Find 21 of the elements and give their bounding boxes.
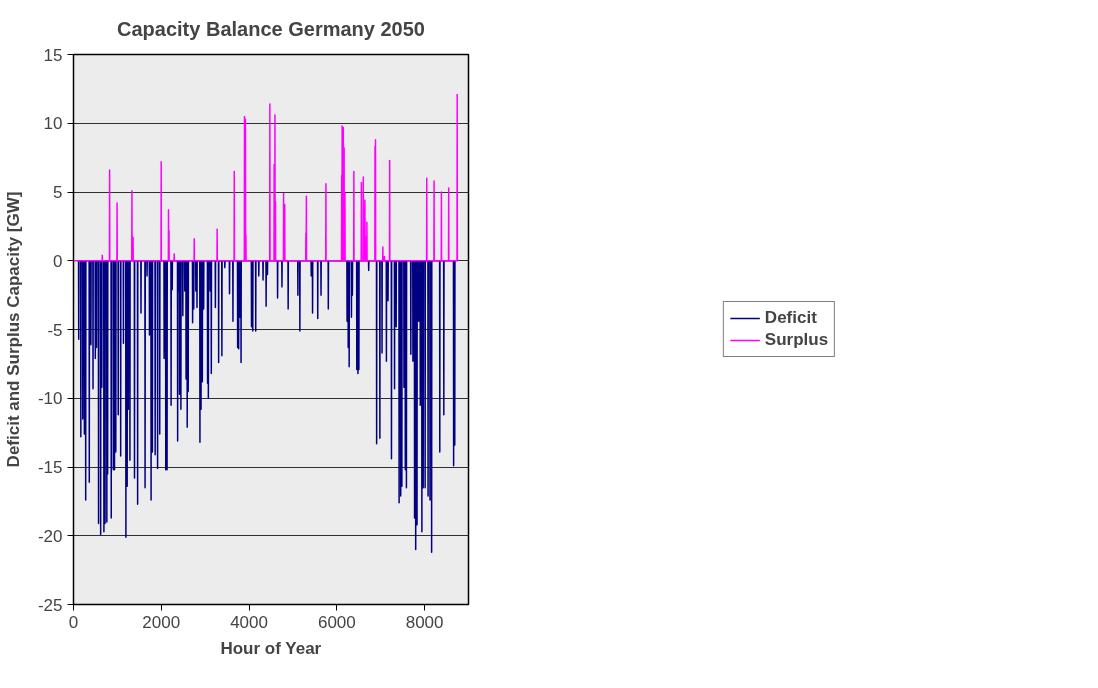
y-tick-label: -10: [37, 389, 63, 409]
y-tick-label: -20: [37, 526, 63, 546]
y-tick-label: -15: [37, 458, 63, 477]
y-tick-label: 10: [43, 114, 63, 134]
x-tick-label: 6000: [317, 612, 356, 632]
legend-label: Deficit: [764, 308, 817, 328]
x-tick-label: 8000: [405, 612, 444, 632]
y-tick-label: -25: [37, 595, 63, 615]
y-tick-label: 0: [53, 251, 63, 271]
x-tick-label: 4000: [230, 612, 268, 632]
y-tick-label: 15: [43, 45, 63, 65]
y-axis-title: Deficit and Surplus Capacity [GW]: [3, 191, 23, 468]
x-axis-title: Hour of Year: [220, 638, 322, 658]
line-series: [73, 93, 459, 262]
y-tick-label: 5: [53, 183, 63, 202]
x-tick-label: 0: [68, 612, 79, 632]
x-tick-label: 2000: [142, 612, 181, 632]
y-tick-label: -5: [47, 320, 63, 340]
chart-title: Capacity Balance Germany 2050: [117, 17, 425, 40]
legend-label: Surplus: [764, 330, 829, 350]
line-series: [77, 260, 456, 553]
